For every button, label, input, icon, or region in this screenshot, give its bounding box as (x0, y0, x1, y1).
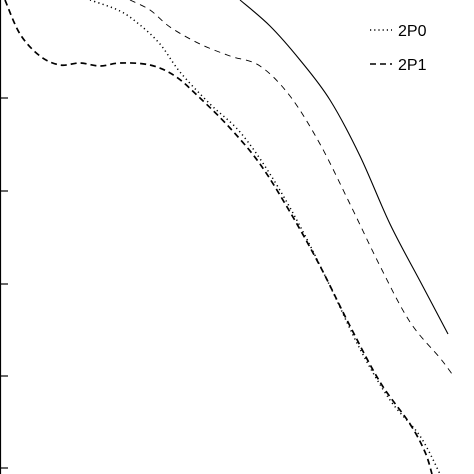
legend-label-2p0: 2P0 (398, 23, 427, 40)
series-line-1 (239, 0, 449, 335)
series-line-2 (129, 0, 453, 375)
series-layer (4, 0, 453, 474)
legend-label-2p1: 2P1 (398, 57, 427, 74)
y-axis (0, 0, 8, 474)
legend: 2P0 2P1 (370, 23, 427, 74)
series-line-2p0 (89, 0, 441, 474)
series-line-2p1 (4, 0, 433, 474)
